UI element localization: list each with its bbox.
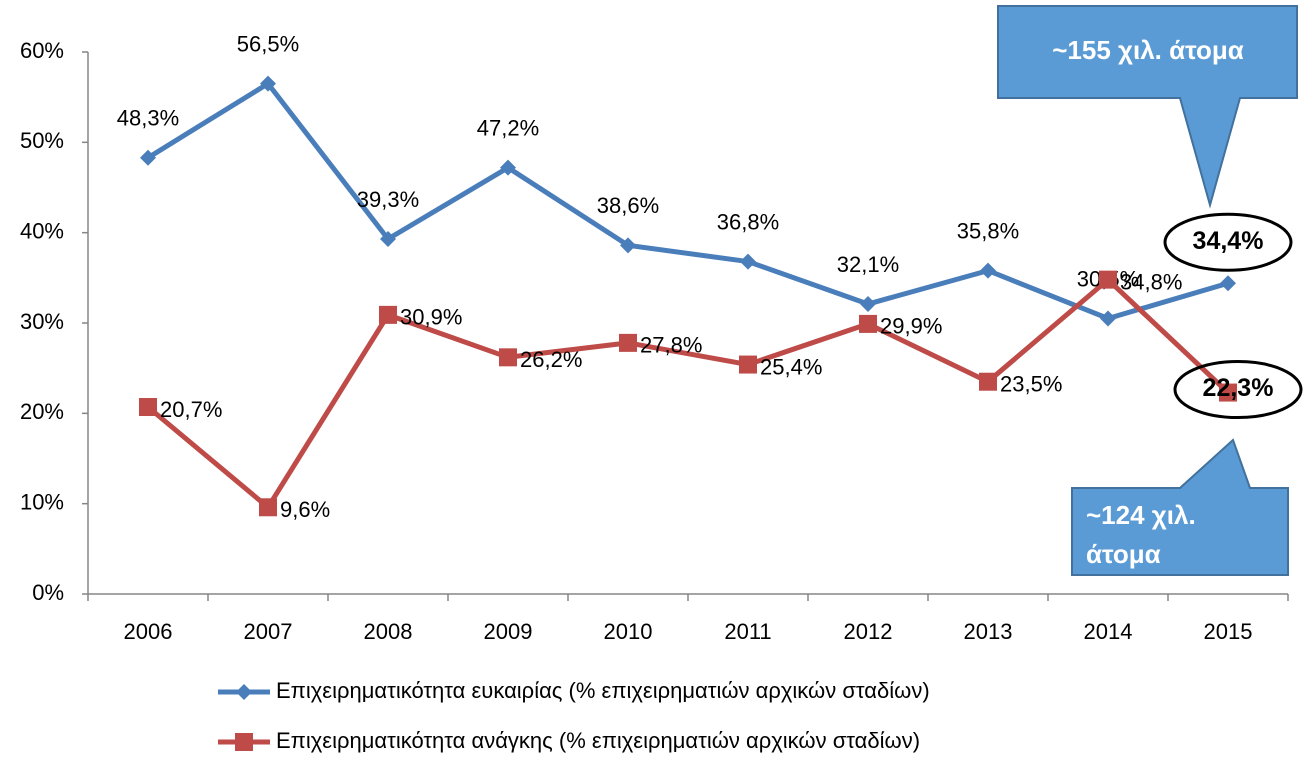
x-tick-label: 2011: [724, 619, 771, 644]
marker: [1099, 270, 1117, 289]
marker: [235, 733, 253, 751]
data-label: 39,3%: [357, 187, 419, 212]
data-label: 38,6%: [597, 193, 659, 218]
x-tick-label: 2012: [844, 619, 893, 644]
x-tick-label: 2009: [484, 619, 533, 644]
data-label: 25,4%: [760, 354, 822, 379]
legend-label: Επιχειρηματικότητα ανάγκης (% επιχειρημα…: [276, 728, 920, 753]
callout-text: ~155 χιλ. άτομα: [1052, 35, 1244, 65]
data-label: 26,2%: [520, 347, 582, 372]
x-tick-label: 2008: [364, 619, 413, 644]
marker: [140, 149, 156, 166]
data-label: 29,9%: [880, 314, 942, 339]
marker: [1100, 310, 1116, 327]
highlight-ellipse: [1173, 360, 1303, 420]
y-tick-label: 0%: [32, 580, 64, 605]
marker: [260, 75, 276, 92]
y-tick-label: 60%: [20, 38, 64, 63]
marker: [859, 314, 877, 333]
x-tick-label: 2006: [124, 619, 173, 644]
line: [146, 81, 1229, 321]
x-tick-label: 2013: [964, 619, 1013, 644]
marker: [739, 355, 757, 374]
data-label: 32,1%: [837, 252, 899, 277]
marker: [979, 372, 997, 391]
callout: [1071, 438, 1289, 576]
data-label: 34,4%: [1193, 227, 1264, 255]
marker: [1220, 275, 1236, 292]
x-tick-label: 2010: [604, 619, 653, 644]
callout: [997, 5, 1298, 209]
x-tick-label: 2014: [1084, 619, 1133, 644]
callout-text: άτομα: [1086, 539, 1161, 569]
marker: [139, 398, 157, 417]
marker: [619, 333, 637, 352]
marker: [500, 159, 516, 176]
marker: [499, 348, 517, 367]
legend-label: Επιχειρηματικότητα ευκαιρίας (% επιχειρη…: [276, 678, 930, 703]
marker: [1219, 383, 1237, 402]
x-tick-label: 2015: [1204, 619, 1253, 644]
data-label: 47,2%: [477, 115, 539, 140]
marker: [236, 684, 252, 700]
y-tick-label: 20%: [20, 399, 64, 424]
marker: [980, 262, 996, 279]
marker: [259, 498, 277, 517]
y-tick-label: 30%: [20, 309, 64, 334]
y-tick-label: 50%: [20, 128, 64, 153]
marker: [860, 296, 876, 313]
marker: [620, 237, 636, 254]
data-label: 23,5%: [1000, 372, 1062, 397]
y-tick-label: 40%: [20, 218, 64, 243]
data-label: 36,8%: [717, 209, 779, 234]
data-label: 48,3%: [117, 106, 179, 131]
marker: [740, 253, 756, 270]
data-label: 20,7%: [160, 397, 222, 422]
x-tick-label: 2007: [244, 619, 293, 644]
y-tick-label: 10%: [20, 489, 64, 514]
data-label: 56,5%: [237, 31, 299, 56]
data-label: 27,8%: [640, 333, 702, 358]
line: [146, 277, 1230, 510]
data-label: 30,9%: [400, 305, 462, 330]
highlight-ellipse: [1163, 212, 1293, 272]
callout-text: ~124 χιλ.: [1086, 500, 1196, 530]
marker: [380, 230, 396, 247]
data-label: 9,6%: [280, 497, 330, 522]
marker: [379, 305, 397, 324]
data-label: 34,8%: [1120, 269, 1182, 294]
data-label: 35,8%: [957, 218, 1019, 243]
data-label: 22,3%: [1203, 374, 1274, 402]
